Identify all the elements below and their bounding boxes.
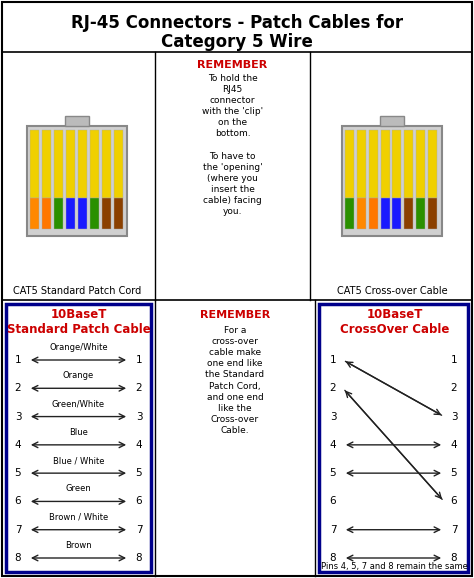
Bar xyxy=(42,130,51,198)
Text: CAT5 Standard Patch Cord: CAT5 Standard Patch Cord xyxy=(13,286,142,296)
Bar xyxy=(54,130,63,198)
Text: Pins 4, 5, 7 and 8 remain the same: Pins 4, 5, 7 and 8 remain the same xyxy=(321,562,468,571)
Bar xyxy=(319,304,468,572)
Bar xyxy=(380,116,404,126)
Text: 5: 5 xyxy=(136,468,142,478)
Bar xyxy=(392,198,401,229)
Bar xyxy=(114,130,123,198)
Bar xyxy=(66,198,75,229)
Text: 1: 1 xyxy=(451,355,457,365)
Bar xyxy=(357,130,366,198)
Bar xyxy=(345,130,354,198)
Bar xyxy=(6,304,151,572)
Bar xyxy=(404,130,413,198)
Text: 1: 1 xyxy=(330,355,337,365)
Text: REMEMBER: REMEMBER xyxy=(197,60,268,70)
Bar xyxy=(42,198,51,229)
Bar xyxy=(357,198,366,229)
Text: 2: 2 xyxy=(136,383,142,393)
Bar xyxy=(54,198,63,229)
Text: 5: 5 xyxy=(15,468,21,478)
Bar xyxy=(392,130,401,198)
Text: 6: 6 xyxy=(15,497,21,506)
Bar xyxy=(114,198,123,229)
Text: 8: 8 xyxy=(136,553,142,563)
Text: Green: Green xyxy=(65,484,91,494)
Text: Orange: Orange xyxy=(63,371,94,380)
Text: 4: 4 xyxy=(330,440,337,450)
Text: 3: 3 xyxy=(136,412,142,421)
Text: 4: 4 xyxy=(15,440,21,450)
Text: 2: 2 xyxy=(451,383,457,393)
Bar xyxy=(90,130,99,198)
Text: 10BaseT
Standard Patch Cable: 10BaseT Standard Patch Cable xyxy=(7,308,150,336)
Bar xyxy=(369,130,378,198)
Bar xyxy=(65,116,90,126)
Bar xyxy=(66,130,75,198)
Bar xyxy=(27,126,128,236)
Text: 7: 7 xyxy=(15,525,21,535)
Bar xyxy=(90,198,99,229)
Text: 7: 7 xyxy=(136,525,142,535)
Text: Blue: Blue xyxy=(69,428,88,437)
Text: CAT5 Cross-over Cable: CAT5 Cross-over Cable xyxy=(337,286,447,296)
Text: 8: 8 xyxy=(15,553,21,563)
Text: RJ-45 Connectors - Patch Cables for: RJ-45 Connectors - Patch Cables for xyxy=(71,14,403,32)
Text: 2: 2 xyxy=(15,383,21,393)
Text: 4: 4 xyxy=(136,440,142,450)
Text: Orange/White: Orange/White xyxy=(49,343,108,352)
Bar xyxy=(416,198,425,229)
Bar xyxy=(78,198,87,229)
Bar xyxy=(381,198,390,229)
Text: Category 5 Wire: Category 5 Wire xyxy=(161,33,313,51)
Text: For a
cross-over
cable make
one end like
the Standard
Patch Cord,
and one end
li: For a cross-over cable make one end like… xyxy=(205,326,264,435)
Text: 1: 1 xyxy=(15,355,21,365)
Bar xyxy=(30,130,39,198)
Bar xyxy=(78,130,87,198)
Bar xyxy=(404,198,413,229)
Text: 5: 5 xyxy=(451,468,457,478)
Text: 6: 6 xyxy=(451,497,457,506)
Bar xyxy=(342,126,442,236)
Bar xyxy=(30,198,39,229)
Bar xyxy=(428,198,437,229)
Text: Brown: Brown xyxy=(65,541,92,550)
Bar xyxy=(416,130,425,198)
Text: Green/White: Green/White xyxy=(52,399,105,409)
Bar xyxy=(428,130,437,198)
Text: 7: 7 xyxy=(330,525,337,535)
Text: 1: 1 xyxy=(136,355,142,365)
Text: To hold the
RJ45
connector
with the 'clip'
on the
bottom.

To have to
the 'openi: To hold the RJ45 connector with the 'cli… xyxy=(202,74,263,216)
Text: 7: 7 xyxy=(451,525,457,535)
Text: 3: 3 xyxy=(451,412,457,421)
Text: 3: 3 xyxy=(330,412,337,421)
Text: Brown / White: Brown / White xyxy=(49,513,108,522)
Text: 8: 8 xyxy=(451,553,457,563)
Text: 6: 6 xyxy=(330,497,337,506)
Text: 8: 8 xyxy=(330,553,337,563)
Bar xyxy=(102,130,111,198)
Text: 6: 6 xyxy=(136,497,142,506)
Text: 10BaseT
CrossOver Cable: 10BaseT CrossOver Cable xyxy=(340,308,449,336)
Text: 3: 3 xyxy=(15,412,21,421)
Bar xyxy=(369,198,378,229)
Text: REMEMBER: REMEMBER xyxy=(200,310,270,320)
Text: Blue / White: Blue / White xyxy=(53,456,104,465)
Bar xyxy=(102,198,111,229)
Bar xyxy=(381,130,390,198)
Text: 2: 2 xyxy=(330,383,337,393)
Text: 4: 4 xyxy=(451,440,457,450)
Text: 5: 5 xyxy=(330,468,337,478)
Bar xyxy=(345,198,354,229)
